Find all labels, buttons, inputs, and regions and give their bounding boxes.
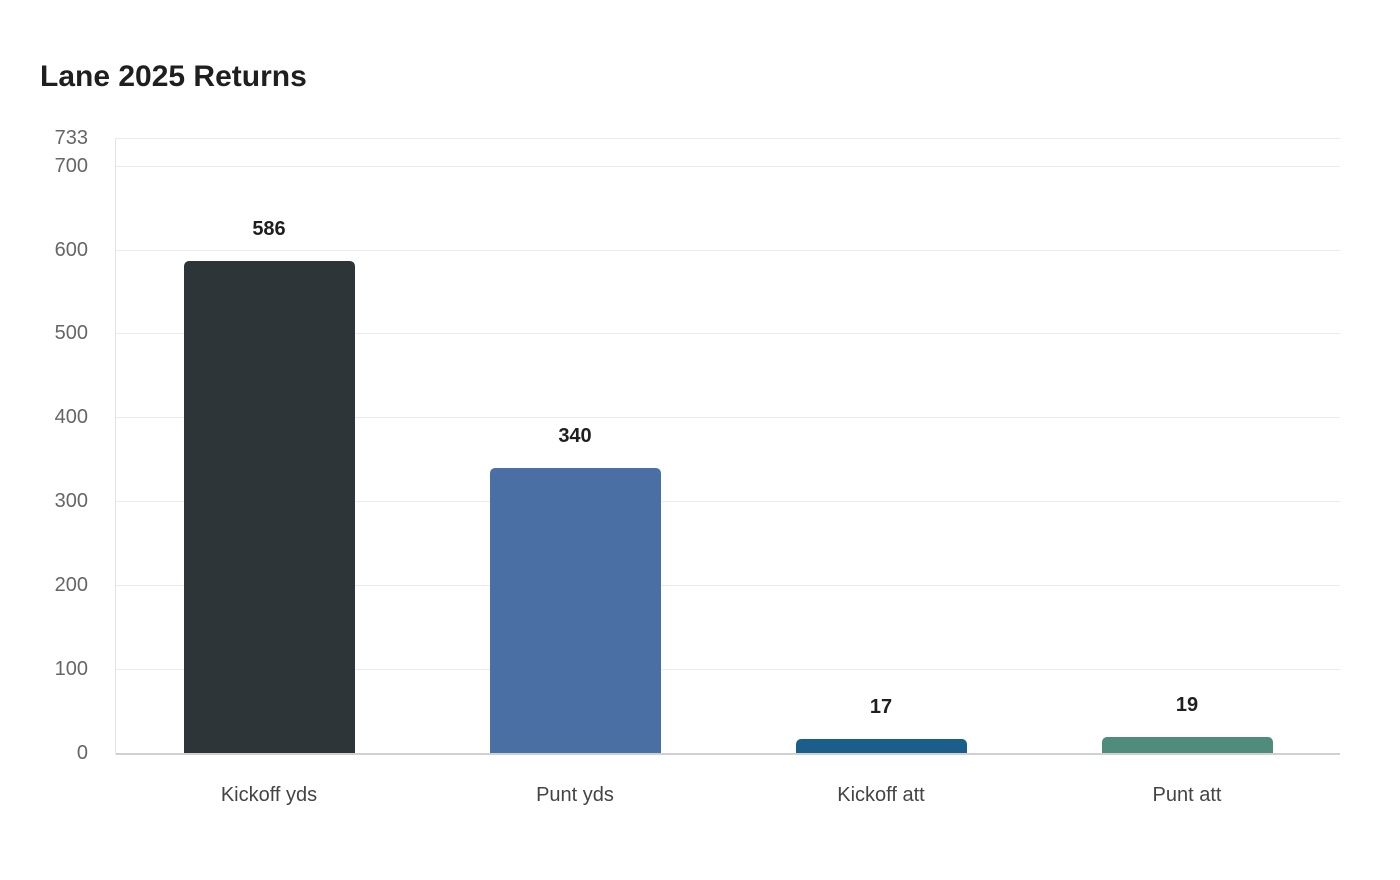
y-tick-label: 200 (54, 574, 88, 596)
y-axis-line (115, 138, 116, 754)
bar-value-label: 586 (252, 218, 286, 240)
bar-kickoff-yds (184, 261, 355, 753)
gridline (116, 501, 1340, 502)
bar-punt-att (1102, 737, 1273, 753)
gridline (116, 138, 1340, 139)
x-axis-line (116, 753, 1340, 755)
x-tick-label: Kickoff yds (220, 784, 318, 806)
y-tick-label: 700 (54, 155, 88, 177)
x-tick-label: Kickoff att (837, 784, 925, 806)
gridline (116, 417, 1340, 418)
y-tick-label: 300 (54, 490, 88, 512)
y-tick-label: 100 (54, 658, 88, 680)
y-tick-label: 600 (54, 239, 88, 261)
y-tick-label: 400 (54, 406, 88, 428)
gridline (116, 250, 1340, 251)
y-tick-label: 733 (54, 127, 88, 149)
bar-value-label: 340 (558, 425, 592, 447)
bar-punt-yds (490, 468, 661, 753)
bar-value-label: 17 (869, 696, 893, 718)
bar-kickoff-att (796, 739, 967, 753)
gridline (116, 585, 1340, 586)
y-tick-label: 500 (54, 322, 88, 344)
chart-title: Lane 2025 Returns (40, 60, 307, 93)
gridline (116, 166, 1340, 167)
x-tick-label: Punt att (1152, 784, 1222, 806)
gridline (116, 669, 1340, 670)
gridline (116, 333, 1340, 334)
x-tick-label: Punt yds (536, 784, 614, 806)
y-tick-label: 0 (76, 742, 88, 764)
bar-value-label: 19 (1175, 694, 1199, 716)
